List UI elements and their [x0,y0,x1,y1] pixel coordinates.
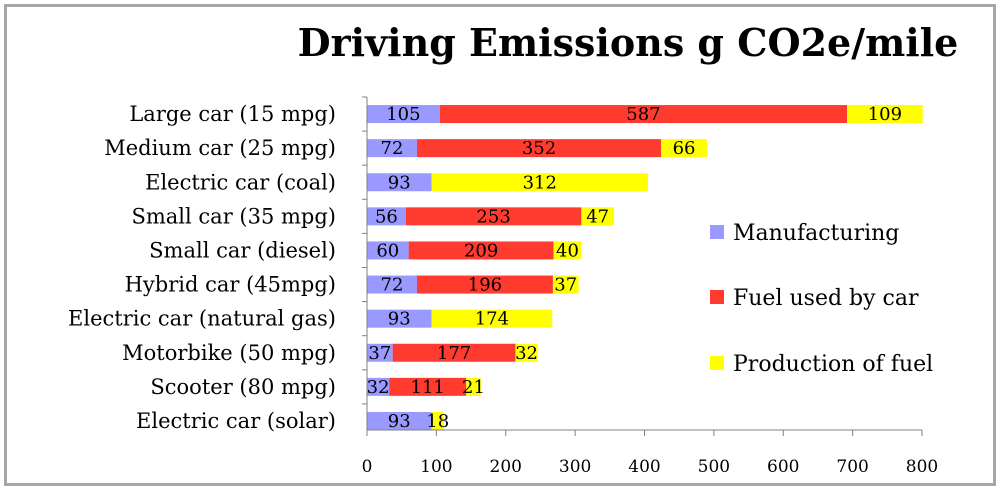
x-tick-label: 100 [420,457,452,477]
bar-segment [661,139,707,158]
x-tick-label: 200 [490,457,522,477]
data-label: 37 [554,275,577,296]
data-label: 209 [464,240,498,261]
data-label: 72 [381,138,404,159]
category-label: Motorbike (50 mpg) [122,341,336,365]
x-tick-label: 800 [906,457,938,477]
bar-segment [847,105,923,124]
legend-swatch [710,356,724,370]
data-label: 174 [475,309,509,330]
chart-title: Driving Emissions g CO2e/mile [298,20,959,65]
data-label: 40 [556,240,579,261]
legend-label: Fuel used by car [733,286,919,311]
data-label: 93 [388,411,411,432]
data-label: 21 [462,377,485,398]
bar-segment [515,343,538,362]
bar-segment [367,105,440,124]
bar-segment [405,207,582,226]
category-label: Small car (diesel) [149,238,336,262]
legend-label: Production of fuel [733,352,933,377]
bar-segment [392,343,516,362]
bar-segment [367,275,417,294]
bar-segment [367,173,432,192]
bar-segment [367,241,409,260]
data-label: 60 [376,240,399,261]
data-label: 47 [586,206,609,227]
bar-segment [581,207,614,226]
x-tick-label: 700 [836,457,868,477]
data-label: 109 [868,104,902,125]
data-label: 196 [468,275,502,296]
bar-segment [431,309,553,328]
data-label: 32 [515,343,538,364]
data-label: 72 [381,275,404,296]
legend-swatch [710,225,724,239]
category-label: Medium car (25 mpg) [104,136,336,160]
bar-segment [416,275,553,294]
data-label: 352 [522,138,556,159]
x-tick-label: 600 [767,457,799,477]
data-label: 32 [367,377,390,398]
category-label: Electric car (natural gas) [68,307,336,331]
x-tick-label: 300 [559,457,591,477]
data-label: 312 [523,172,557,193]
legend-label: Manufacturing [733,221,899,246]
category-label: Large car (15 mpg) [129,102,336,126]
x-tick-label: 0 [362,457,373,477]
category-label: Hybrid car (45mpg) [125,273,336,297]
x-tick-label: 500 [698,457,730,477]
bar-segment [466,377,481,396]
bar-segment [552,275,579,294]
x-tick-label: 400 [628,457,660,477]
bar-segment [439,105,848,124]
data-label: 37 [368,343,391,364]
data-label: 253 [476,206,510,227]
legend-swatch [710,290,724,304]
data-label: 105 [386,104,420,125]
bar-segment [416,139,662,158]
data-label: 111 [411,377,445,398]
bar-segment [367,139,417,158]
bar-segment [431,173,648,192]
category-label: Electric car (coal) [145,170,336,194]
data-label: 93 [388,309,411,330]
data-label: 66 [673,138,696,159]
data-label: 587 [626,104,660,125]
bar-segment [431,411,445,430]
data-label: 18 [426,411,449,432]
bar-segment [367,343,393,362]
bar-segment [367,411,432,430]
data-label: 56 [375,206,398,227]
bar-segment [367,207,406,226]
category-label: Small car (35 mpg) [131,204,336,228]
bar-segment [553,241,582,260]
bar-segment [367,309,432,328]
bar-segment [408,241,554,260]
category-label: Scooter (80 mpg) [150,375,336,399]
data-label: 93 [388,172,411,193]
bar-segment [367,377,390,396]
bar-segment [389,377,467,396]
category-label: Electric car (solar) [136,409,336,433]
data-label: 177 [437,343,471,364]
